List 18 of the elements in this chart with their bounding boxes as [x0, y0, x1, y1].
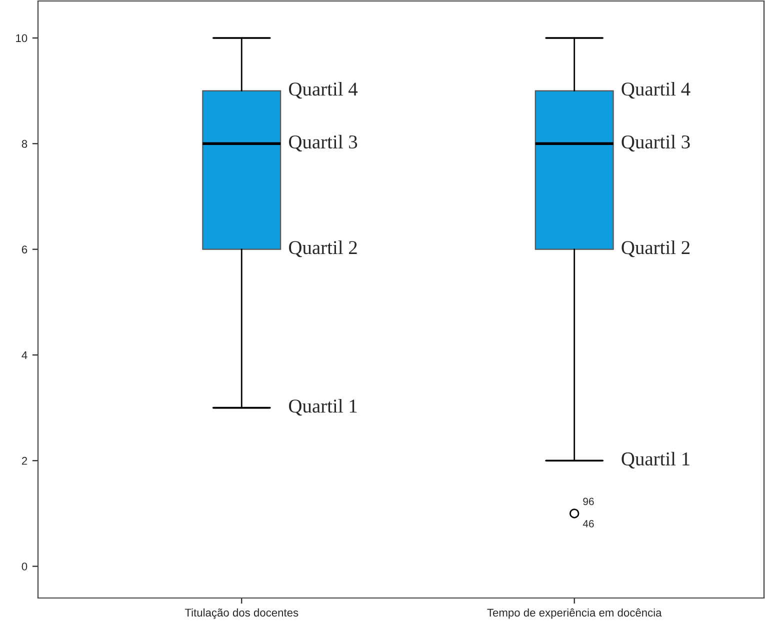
annotation: Quartil 3 [622, 134, 690, 152]
y-tick-label: 10 [16, 34, 28, 42]
annotation: Quartil 1 [289, 398, 357, 416]
annotation: Quartil 2 [289, 240, 357, 258]
annotation: Quartil 3 [289, 134, 358, 152]
annotation: Quartil 4 [289, 82, 358, 99]
y-tick-label: 8 [22, 140, 28, 148]
x-tick-label: Titulação dos docentes [184, 608, 298, 619]
y-tick-label: 6 [22, 246, 28, 254]
y-tick-label: 4 [22, 351, 28, 359]
annotation: 46 [582, 520, 594, 528]
y-tick-label: 2 [22, 456, 28, 465]
y-tick-label: 0 [22, 562, 28, 570]
annotation: Quartil 2 [622, 240, 690, 258]
annotation: Quartil 1 [622, 452, 690, 468]
annotation: Quartil 4 [622, 82, 690, 99]
annotation: 96 [583, 498, 594, 506]
x-tick-label: Tempo de experiência em docência [487, 608, 662, 619]
